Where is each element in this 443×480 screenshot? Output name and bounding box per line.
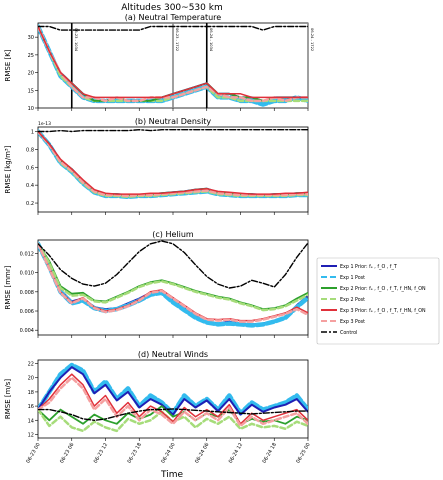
x-axis-label: Time	[160, 470, 183, 480]
y-tick-label: 30	[28, 35, 34, 41]
x-tick-label: 06-25 00	[295, 442, 311, 464]
panel-title: (a) Neutral Temperature	[125, 13, 222, 22]
panel-1: (b) Neutral Density 0.2 0.4 0.6 0.8 1 1e-13 RMS…	[4, 117, 309, 215]
series-line-exp1_post	[38, 241, 308, 328]
series-group	[38, 24, 308, 107]
y-tick-label: 10	[28, 106, 34, 112]
y-axis-label: RMSE [m/s]	[4, 379, 12, 420]
figure-suptitle: Altitudes 300~530 km	[121, 3, 222, 13]
y-tick-label: 16	[28, 404, 34, 410]
legend-label: Exp 2 Prior: fₑ , f_O , f_T, f_HN, f_ON	[340, 286, 426, 292]
x-tick-label: 06-23 00	[25, 442, 41, 464]
legend-box	[316, 257, 440, 345]
series-line-exp3_prior	[38, 130, 308, 195]
y-scale-note: 1e-13	[38, 121, 51, 127]
y-tick-label: 20	[28, 376, 34, 382]
y-tick-label: 25	[28, 53, 34, 59]
legend-label: Exp 3 Prior: fₑ , f_O , f_T, f_HN, f_ON	[340, 308, 426, 314]
series-line-control	[38, 25, 308, 31]
x-tick-label: 06-24 00	[160, 442, 176, 464]
y-tick-label: 0.4	[26, 183, 34, 189]
y-tick-label: 0.006	[20, 309, 34, 315]
y-axis-label: RMSE [mmr]	[4, 265, 12, 309]
y-tick-label: 0.008	[20, 290, 34, 296]
y-tick-label: 0.004	[20, 328, 34, 334]
x-tick-label: 06-24 06	[194, 442, 210, 464]
series-line-exp2_prior	[38, 130, 308, 196]
legend-label: Exp 1 Post	[340, 275, 365, 281]
panel-0: (a) Neutral Temperature 10 15 20 25 30 RMSE [K…	[4, 13, 314, 112]
y-tick-label: 22	[28, 362, 34, 368]
y-tick-label: 0.2	[26, 201, 34, 207]
series-line-exp3_prior	[38, 373, 308, 425]
annotation-label: 06-23 - 1034	[74, 28, 78, 52]
series-line-control	[38, 408, 308, 421]
series-line-exp1_prior	[38, 366, 308, 416]
plot-frame	[37, 126, 309, 213]
series-line-exp2_prior	[38, 405, 308, 425]
y-tick-label: 0.012	[20, 251, 34, 257]
x-tick-label: 06-23 18	[127, 442, 143, 464]
y-tick-label: 0.010	[20, 271, 34, 277]
panel-2: (c) Helium 0.004 0.006 0.008 0.010 0.012 RMSE …	[4, 230, 309, 338]
legend-label: Control	[340, 330, 357, 336]
y-tick-label: 1	[31, 129, 34, 135]
series-line-exp3_post	[38, 130, 308, 198]
legend-label: Exp 1 Prior: fₑ , f_O , f_T	[340, 264, 397, 270]
y-tick-label: 0.8	[26, 147, 34, 153]
plot-frame	[37, 239, 309, 336]
series-line-exp3_post	[38, 376, 308, 428]
annotation-label: 06-23 - 1722	[175, 28, 179, 51]
y-axis-label: RMSE [K]	[4, 49, 12, 81]
legend: Exp 1 Prior: fₑ , f_O , f_T Exp 1 Post Exp…	[316, 257, 440, 345]
legend-label: Exp 2 Post	[340, 297, 365, 303]
panel-3: (d) Neutral Winds 12 14 16 18 20 22 RMSE [m/s]	[4, 350, 309, 441]
y-tick-label: 15	[28, 88, 34, 94]
series-line-control	[38, 240, 308, 289]
y-tick-label: 12	[28, 432, 34, 438]
series-line-exp2_post	[38, 242, 308, 312]
y-tick-label: 14	[28, 418, 34, 424]
annotation-label: 06-24 - 1034	[209, 28, 213, 52]
annotation-label: 06-24 - 1722	[310, 28, 314, 51]
y-tick-label: 20	[28, 71, 34, 77]
x-axis-ticks: 06-23 00 06-23 06 06-23 12 06-23 18 06-24 00…	[25, 442, 311, 464]
y-tick-label: 0.6	[26, 165, 34, 171]
series-line-exp3_post	[38, 242, 308, 323]
series-line-exp3_prior	[38, 25, 308, 99]
legend-label: Exp 3 Post	[340, 319, 365, 325]
panel-title: (c) Helium	[152, 230, 194, 239]
y-tick-label: 18	[28, 390, 34, 396]
series-line-exp2_post	[38, 130, 308, 199]
x-tick-label: 06-23 12	[93, 442, 109, 464]
panels: (a) Neutral Temperature 10 15 20 25 30 RMSE [K…	[4, 13, 314, 441]
series-line-exp1_prior	[38, 130, 308, 196]
panel-title: (b) Neutral Density	[135, 117, 212, 126]
series-group	[38, 240, 308, 328]
series-group	[38, 128, 308, 200]
series-line-control	[38, 128, 308, 133]
x-tick-label: 06-24 12	[228, 442, 244, 464]
x-tick-label: 06-23 06	[59, 442, 75, 464]
panel-title: (d) Neutral Winds	[138, 350, 208, 359]
series-line-exp3_post	[38, 25, 308, 103]
y-axis-label: RMSE [kg/m³]	[4, 145, 12, 193]
series-line-exp1_post	[38, 129, 308, 200]
series-group	[38, 362, 308, 433]
x-tick-label: 06-24 18	[262, 442, 278, 464]
